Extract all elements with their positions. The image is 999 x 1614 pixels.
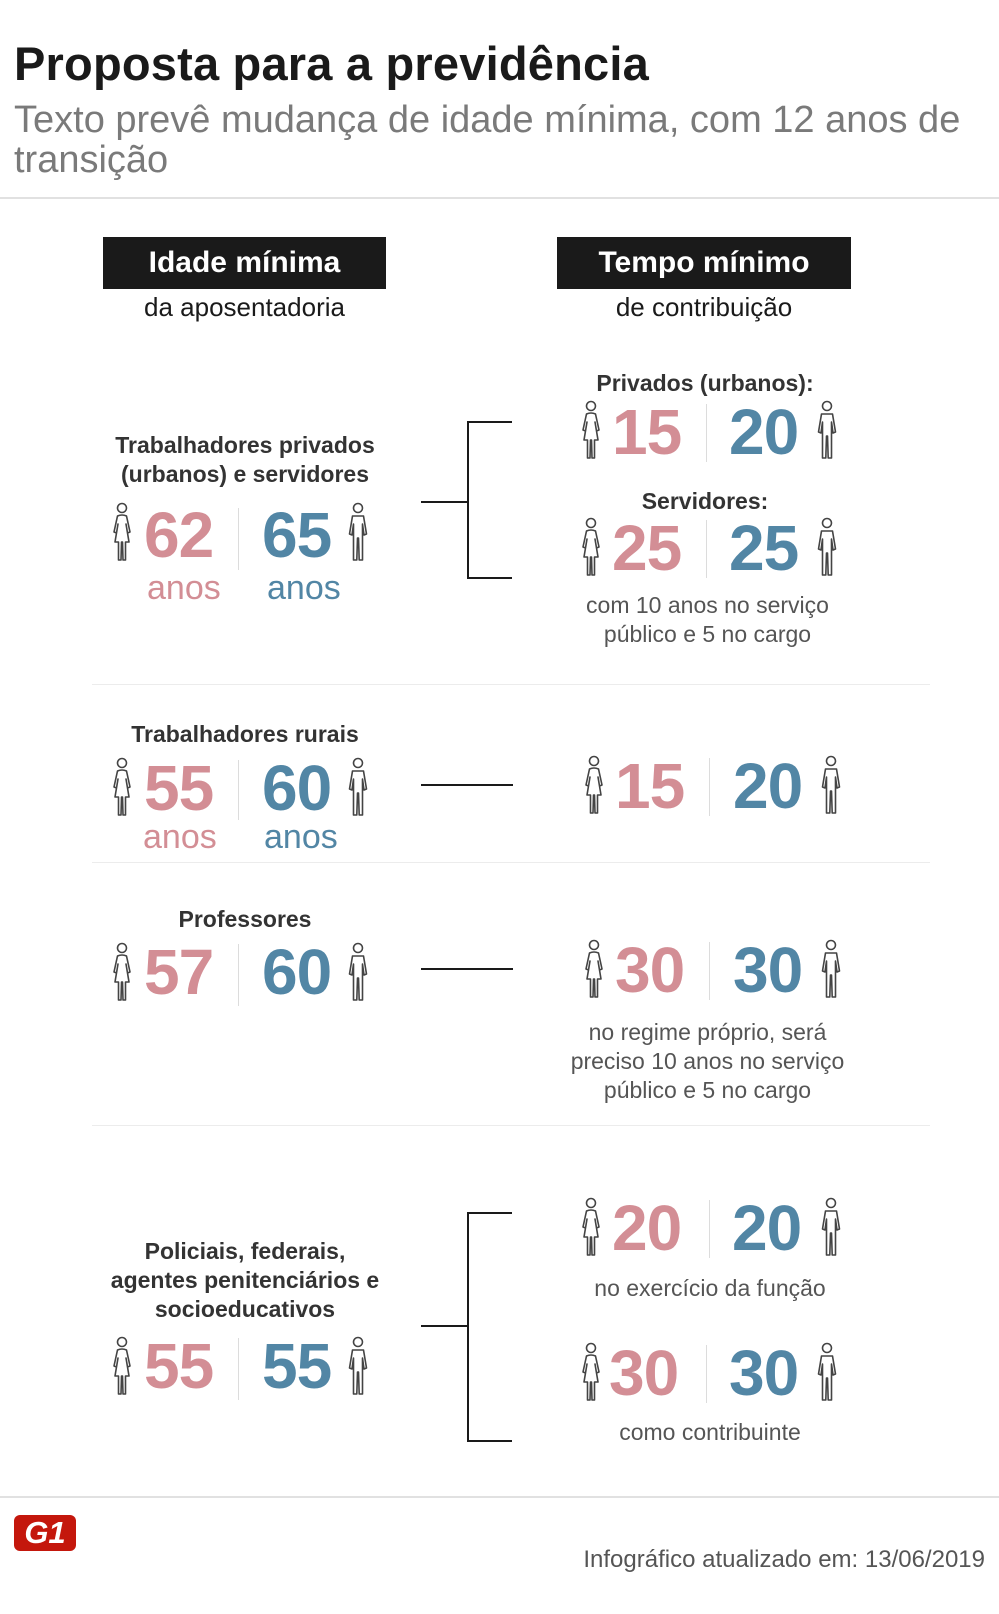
contrib-female: 15 xyxy=(615,750,685,822)
contrib-female: 30 xyxy=(615,934,685,1006)
woman-icon xyxy=(109,757,135,819)
servidores-label: Servidores: xyxy=(641,488,769,514)
divider xyxy=(238,508,239,570)
page-title: Proposta para a previdência xyxy=(14,37,649,90)
age-unit-female: anos xyxy=(147,569,221,607)
column-header-tempo: Tempo mínimo xyxy=(557,237,851,289)
divider xyxy=(709,942,710,1000)
contrib-male: 20 xyxy=(733,750,803,822)
age-male: 60 xyxy=(262,752,332,824)
funcao-male: 20 xyxy=(732,1192,802,1264)
category-label: Policiais, federais, agentes penitenciár… xyxy=(110,1238,380,1322)
age-unit-female: anos xyxy=(143,818,217,856)
contribuinte-male: 30 xyxy=(729,1337,799,1409)
woman-icon xyxy=(581,939,607,1001)
bracket-line xyxy=(467,577,512,579)
divider xyxy=(238,944,239,1006)
woman-icon xyxy=(578,400,604,462)
woman-icon xyxy=(578,517,604,579)
divider xyxy=(709,1200,710,1258)
servidores-note: com 10 anos no serviço público e 5 no ca… xyxy=(586,592,829,647)
man-icon xyxy=(345,757,371,819)
funcao-note: no exercício da função xyxy=(594,1275,826,1301)
category-label: Professores xyxy=(178,906,312,932)
age-male: 60 xyxy=(262,936,332,1008)
divider xyxy=(706,520,707,578)
age-unit-male: anos xyxy=(267,569,341,607)
age-female: 55 xyxy=(144,752,214,824)
age-female: 57 xyxy=(144,936,214,1008)
age-male: 65 xyxy=(262,499,332,571)
man-icon xyxy=(814,1342,840,1404)
divider xyxy=(238,760,239,820)
age-unit-male: anos xyxy=(264,818,338,856)
column-header-idade: Idade mínima xyxy=(103,237,386,289)
bracket-line xyxy=(467,421,469,579)
funcao-female: 20 xyxy=(612,1192,682,1264)
woman-icon xyxy=(581,755,607,817)
divider xyxy=(709,758,710,816)
man-icon xyxy=(818,755,844,817)
connector-line xyxy=(421,1325,469,1327)
servidores-female: 25 xyxy=(612,512,682,584)
man-icon xyxy=(814,400,840,462)
man-icon xyxy=(345,942,371,1004)
header-divider xyxy=(0,197,999,199)
servidores-male: 25 xyxy=(729,512,799,584)
row-divider xyxy=(92,1125,930,1126)
age-male: 55 xyxy=(262,1330,332,1402)
age-female: 62 xyxy=(144,499,214,571)
privados-male: 20 xyxy=(729,396,799,468)
page-subtitle: Texto prevê mudança de idade mínima, com… xyxy=(14,99,961,181)
contribuinte-note: como contribuinte xyxy=(619,1419,801,1445)
woman-icon xyxy=(109,502,135,564)
woman-icon xyxy=(578,1342,604,1404)
age-female: 55 xyxy=(144,1330,214,1402)
footer-divider xyxy=(0,1496,999,1498)
man-icon xyxy=(345,1336,371,1398)
professores-note: no regime próprio, será preciso 10 anos … xyxy=(570,1019,845,1103)
privados-female: 15 xyxy=(612,396,682,468)
man-icon xyxy=(345,502,371,564)
bracket-line xyxy=(467,1212,469,1442)
bracket-line xyxy=(467,421,512,423)
privados-label: Privados (urbanos): xyxy=(596,370,814,396)
column-subheader-idade: da aposentadoria xyxy=(144,292,345,322)
category-label: Trabalhadores privados (urbanos) e servi… xyxy=(115,432,375,487)
woman-icon xyxy=(109,1336,135,1398)
divider xyxy=(706,404,707,462)
bracket-line xyxy=(467,1440,512,1442)
column-subheader-tempo: de contribuição xyxy=(615,292,793,322)
divider xyxy=(706,1345,707,1403)
contrib-male: 30 xyxy=(733,934,803,1006)
bracket-line xyxy=(467,1212,512,1214)
row-divider xyxy=(92,684,930,685)
man-icon xyxy=(818,1197,844,1259)
man-icon xyxy=(818,939,844,1001)
connector-line xyxy=(421,501,469,503)
g1-logo: G1 xyxy=(14,1515,76,1551)
category-label: Trabalhadores rurais xyxy=(131,721,359,747)
divider xyxy=(238,1338,239,1400)
man-icon xyxy=(814,517,840,579)
updated-date: Infográfico atualizado em: 13/06/2019 xyxy=(583,1546,985,1573)
woman-icon xyxy=(578,1197,604,1259)
connector-line xyxy=(421,784,513,786)
connector-line xyxy=(421,968,513,970)
woman-icon xyxy=(109,942,135,1004)
row-divider xyxy=(92,862,930,863)
contribuinte-female: 30 xyxy=(609,1337,679,1409)
